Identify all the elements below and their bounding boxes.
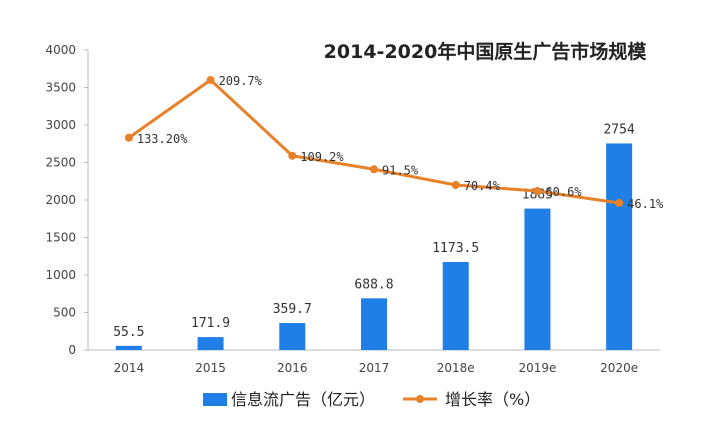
line-point	[451, 181, 460, 189]
bar-value-label: 171.9	[191, 316, 230, 331]
y-tick-label: 500	[53, 306, 76, 320]
chart-title: 2014-2020年中国原生广告市场规模	[324, 40, 648, 63]
line-value-label: 209.7%	[219, 74, 263, 88]
line-point	[124, 133, 133, 142]
bar-value-label: 55.5	[113, 325, 144, 340]
x-tick-label: 2016	[277, 361, 308, 375]
y-tick-label: 0	[68, 343, 76, 357]
line-point	[615, 199, 624, 207]
legend: 信息流广告（亿元） 增长率（%）	[203, 390, 540, 409]
x-axis-ticks: 2014 2015 2016 2017 2018e 2019e 2020e	[114, 361, 639, 375]
y-tick-label: 3000	[45, 118, 76, 132]
bar-value-label: 359.7	[273, 302, 312, 317]
line-value-label: 46.1%	[627, 197, 664, 211]
y-tick-label: 1500	[45, 231, 76, 245]
bar	[442, 261, 469, 350]
bar-value-label: 688.8	[354, 277, 393, 292]
bar	[361, 298, 387, 350]
line-value-label: 91.5%	[382, 163, 419, 177]
line-point	[206, 76, 215, 84]
bar	[524, 208, 551, 350]
line-value-label: 70.4%	[464, 179, 501, 193]
line-point	[370, 165, 378, 174]
x-tick-label: 2015	[195, 361, 226, 375]
y-tick-label: 1000	[45, 268, 76, 282]
bar	[197, 337, 224, 350]
legend-label-bar: 信息流广告（亿元）	[231, 390, 375, 409]
line-series: 133.20% 209.7% 109.2% 91.5% 70.4% 60.6% 46.1%	[124, 74, 664, 211]
legend-label-line: 增长率（%）	[445, 390, 540, 409]
line-value-label: 109.2%	[300, 150, 344, 164]
line-value-label: 133.20%	[137, 132, 188, 146]
bar	[606, 143, 633, 350]
bar-value-label: 2754	[603, 122, 634, 137]
x-tick-label: 2019e	[518, 361, 556, 375]
y-tick-label: 2000	[45, 193, 76, 207]
y-axis-ticks: 4000 3500 3000 2500 2000 1500 1000 500 0	[45, 43, 88, 357]
line-point	[533, 187, 542, 195]
x-tick-label: 2020e	[600, 361, 638, 375]
bar-value-label: 1173.5	[432, 241, 479, 256]
bar	[115, 345, 142, 350]
x-tick-label: 2017	[359, 361, 390, 375]
legend-swatch-marker	[416, 395, 424, 403]
line-point	[288, 151, 297, 160]
y-tick-label: 2500	[45, 156, 76, 170]
bar	[279, 323, 306, 350]
x-tick-label: 2018e	[437, 361, 475, 375]
y-tick-label: 3500	[45, 81, 76, 95]
y-tick-label: 4000	[45, 43, 76, 57]
line-value-label: 60.6%	[545, 185, 582, 199]
legend-swatch-bar	[203, 393, 227, 406]
x-tick-label: 2014	[114, 361, 145, 375]
